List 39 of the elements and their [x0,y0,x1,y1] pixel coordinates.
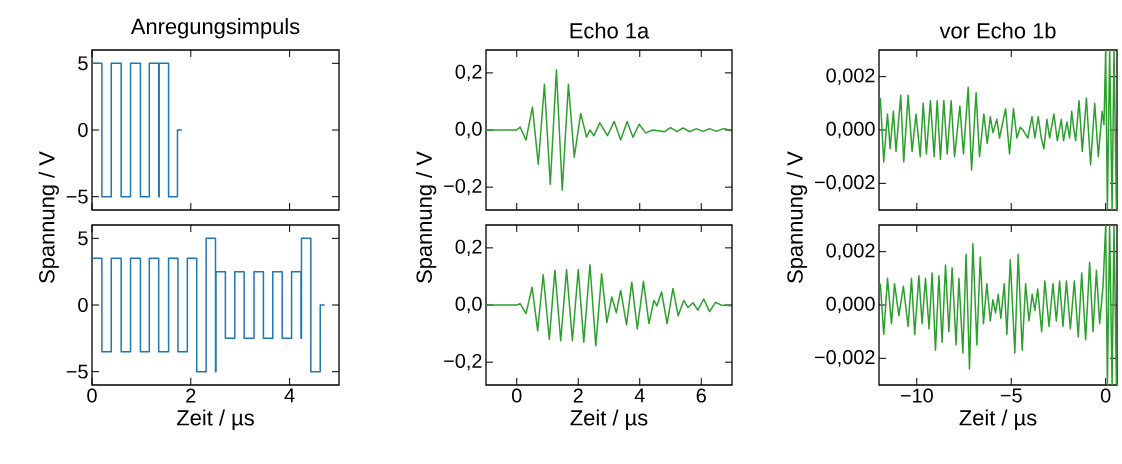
y-tick-label: 0 [78,122,88,138]
y-tick-label: 0,0 [455,121,482,139]
x-tick-label: 0 [511,388,522,403]
y-tick-label: 0,000 [826,296,875,314]
y-tick-label: 0,0 [455,296,482,314]
x-tick-label: 2 [186,388,196,403]
y-axis-title: Spannung / V [415,151,437,283]
x-tick-label: 0 [1100,388,1111,403]
y-tick-label: 5 [78,56,88,71]
x-axis-title: Zeit / µs [177,409,254,430]
x-tick-label: 4 [284,388,295,403]
y-tick-label: 0,2 [455,64,482,82]
chart-title: Anregungsimpuls [130,18,300,39]
y-tick-label: 0,002 [826,68,875,85]
line-series [879,225,1118,385]
y-tick-label: −0,2 [444,178,482,196]
chart-title: vor Echo 1b [939,22,1056,39]
y-tick-label: 0,002 [826,243,875,260]
y-tick-label: −5 [66,364,88,379]
x-tick-label: −10 [900,388,933,403]
y-tick-label: 5 [78,231,88,246]
line-series [879,50,1118,210]
x-axis-title: Zeit / µs [959,409,1037,430]
y-tick-label: −0,002 [814,175,875,192]
y-tick-label: 0,2 [455,239,482,257]
x-tick-label: −5 [1000,388,1022,403]
y-axis-title: Spannung / V [38,151,59,283]
x-tick-label: 4 [634,388,645,403]
y-tick-label: −0,002 [814,350,875,367]
y-tick-label: −0,2 [444,353,482,371]
y-tick-label: −5 [66,189,88,204]
x-tick-label: 2 [573,388,583,403]
y-tick-label: 0,000 [826,121,875,139]
line-series [486,263,732,347]
x-axis-title: Zeit / µs [570,409,648,430]
x-tick-label: 6 [696,388,706,403]
y-tick-label: 0 [78,297,88,313]
y-axis-title: Spannung / V [786,151,808,283]
chart-title: Echo 1a [570,22,650,39]
